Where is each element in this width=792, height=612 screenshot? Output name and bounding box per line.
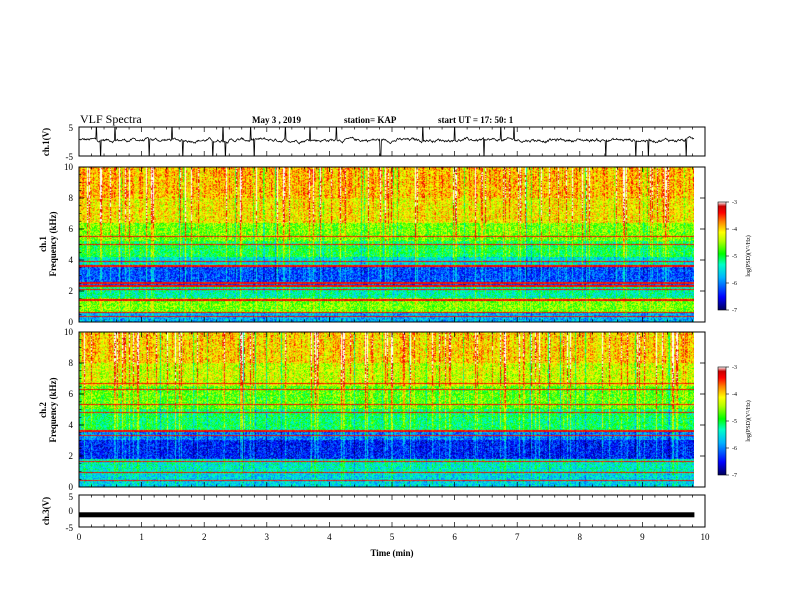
header-start-time: start UT = 17: 50: 1 [438, 115, 514, 125]
ch3-waveform-ylabel: ch.3(V) [41, 497, 51, 525]
ch1-spectrogram-yticks: 0 2 4 6 8 10 [64, 162, 705, 327]
ch2-colorbar-gradient [717, 366, 727, 476]
ch1-spectrogram-ytick-label: 8 [69, 193, 74, 203]
ch2-colorbar-label: log(PSD)(V²/Hz) [745, 400, 752, 441]
ch2-spectrogram-ylabel-frequency: Frequency (kHz) [48, 377, 58, 442]
time-tick-label: 2 [202, 532, 207, 542]
time-tick-label: 3 [265, 532, 270, 542]
ch1-waveform-line [79, 127, 695, 156]
ch1-spectrogram-ytick-label: 10 [64, 162, 74, 172]
header-date: May 3 , 2019 [252, 115, 301, 125]
ch1-colorbar-tick-label: -3 [732, 200, 737, 206]
ch3-waveform-panel: 5 0 -5 ch.3(V) [41, 492, 706, 533]
ch2-spectrogram-ytick-label: 6 [69, 389, 74, 399]
ch1-colorbar-tick-label: -7 [732, 308, 737, 314]
ch2-spectrogram-ytick-label: 10 [64, 327, 74, 337]
time-tick-label: 0 [77, 532, 82, 542]
ch1-ytick-bottom: -5 [66, 152, 74, 162]
ch2-colorbar-tick-label: -7 [732, 473, 737, 479]
ch3-ytick-bottom: -5 [66, 523, 74, 533]
ch3-ytick-middle: 0 [69, 506, 74, 516]
ch1-spectrogram-ytick-label: 0 [69, 317, 74, 327]
ch2-spectrogram-panel: 0 2 4 6 8 10 ch.2 Frequency (kHz) [38, 327, 706, 492]
ch2-spectrogram-yticks: 0 2 4 6 8 10 [64, 327, 705, 492]
ch1-ytick-top: 5 [69, 123, 74, 133]
ch2-colorbar-tick-label: -6 [732, 446, 737, 452]
ch2-colorbar-tick-label: -3 [732, 365, 737, 371]
time-tick-label: 9 [640, 532, 645, 542]
time-axis-label: Time (min) [370, 548, 413, 558]
ch1-waveform-ylabel: ch.1(V) [41, 128, 51, 156]
ch1-colorbar-tick-label: -6 [732, 281, 737, 287]
ch2-spectrogram-ylabel-channel: ch.2 [38, 402, 48, 418]
ch1-spectrogram-ytick-label: 6 [69, 224, 74, 234]
ch1-spectrogram-ytick-label: 4 [69, 255, 74, 265]
ch2-spectrogram-ytick-label: 8 [69, 358, 74, 368]
ch1-spectrogram-ytick-label: 2 [69, 286, 74, 296]
time-axis-ticklabels: 0 1 2 3 4 5 6 7 8 9 10 [77, 532, 710, 542]
ch1-waveform-panel: 5 -5 ch.1(V) [41, 123, 706, 162]
ch1-colorbar-gradient [717, 201, 727, 311]
time-axis-ticks [78, 127, 706, 527]
ch1-spectrogram-ylabel-channel: ch.1 [38, 236, 48, 252]
ch3-waveform-line [79, 512, 695, 518]
figure-title: VLF Spectra [80, 112, 142, 126]
ch1-spectrogram-image [79, 167, 694, 322]
ch1-spectrogram-ylabel-frequency: Frequency (kHz) [48, 211, 58, 276]
ch2-spectrogram-ytick-label: 2 [69, 451, 74, 461]
time-tick-label: 8 [578, 532, 583, 542]
time-tick-label: 1 [139, 532, 144, 542]
ch2-spectrogram-image [79, 332, 694, 487]
ch1-colorbar: -3 -4 -5 -6 -7 log(PSD)(V²/Hz) [717, 200, 752, 314]
time-tick-label: 6 [452, 532, 457, 542]
time-tick-label: 4 [327, 532, 332, 542]
ch2-colorbar: -3 -4 -5 -6 -7 log(PSD)(V²/Hz) [717, 365, 752, 479]
ch2-spectrogram-ytick-label: 0 [69, 482, 74, 492]
time-tick-label: 7 [515, 532, 520, 542]
ch3-ytick-top: 5 [69, 492, 74, 502]
ch2-colorbar-tick-label: -4 [732, 392, 737, 398]
ch1-colorbar-tick-label: -5 [732, 254, 737, 260]
ch1-colorbar-ticks: -3 -4 -5 -6 -7 [726, 200, 737, 314]
ch2-colorbar-tick-label: -5 [732, 419, 737, 425]
time-tick-label: 10 [701, 532, 711, 542]
ch1-spectrogram-panel: 0 2 4 6 8 10 ch.1 Frequency (kHz) [38, 162, 706, 327]
header-station: station= KAP [344, 115, 397, 125]
ch1-colorbar-tick-label: -4 [732, 227, 737, 233]
ch1-colorbar-label: log(PSD)(V²/Hz) [745, 235, 752, 276]
ch2-colorbar-ticks: -3 -4 -5 -6 -7 [726, 365, 737, 479]
time-tick-label: 5 [390, 532, 395, 542]
ch2-spectrogram-ytick-label: 4 [69, 420, 74, 430]
